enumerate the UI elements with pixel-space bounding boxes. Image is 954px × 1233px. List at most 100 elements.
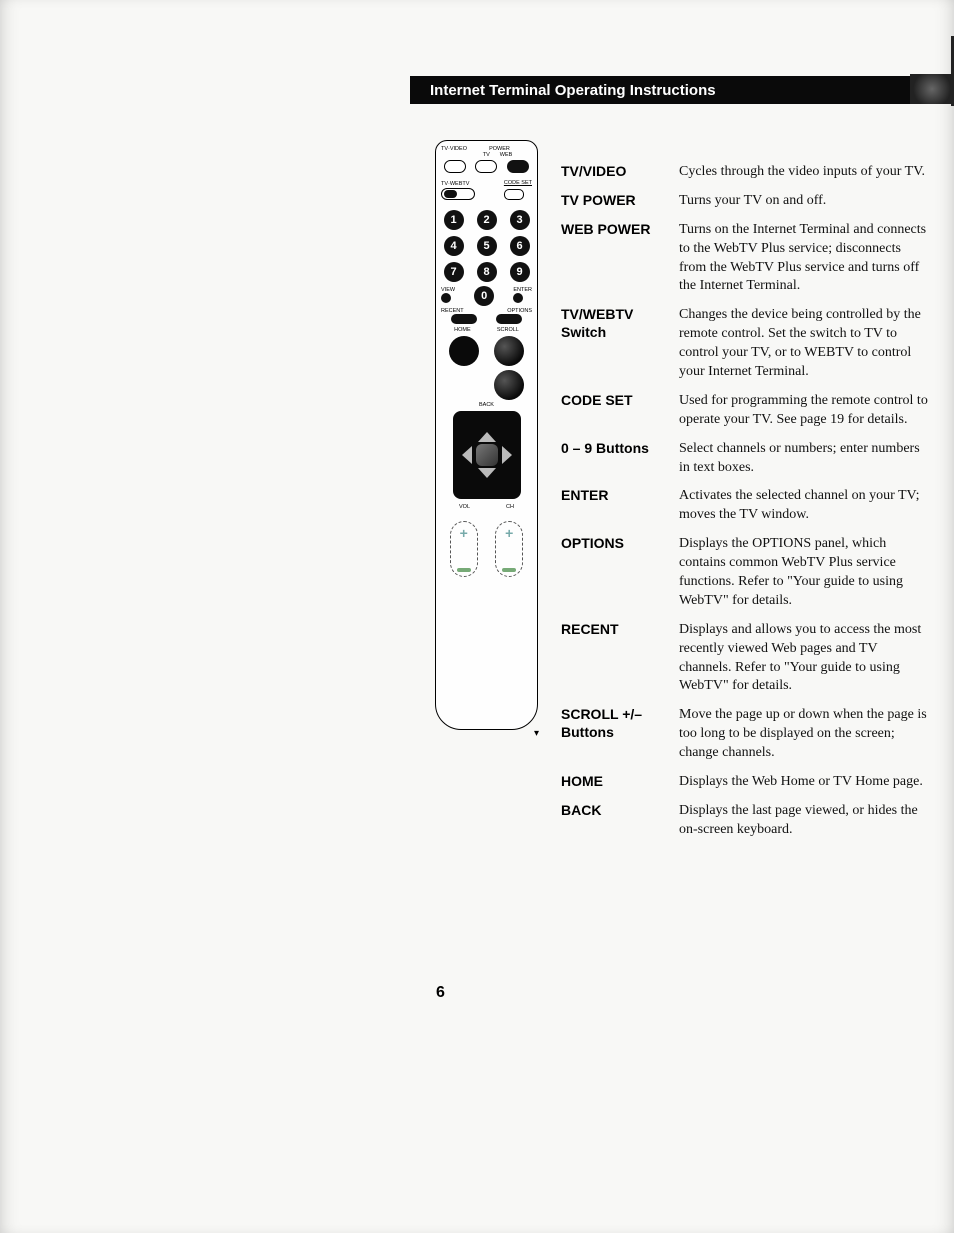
dpad-block [453, 411, 521, 499]
header-bar: Internet Terminal Operating Instructions [410, 76, 938, 104]
label-ch: CH [506, 505, 514, 511]
num-5: 5 [477, 236, 497, 256]
power-button-row [441, 160, 532, 173]
num-1: 1 [444, 210, 464, 230]
label-tv: TV [483, 153, 490, 159]
label-scroll: SCROLL [497, 328, 519, 334]
page-number: 6 [436, 984, 445, 1002]
label-tv-video: TV·VIDEO [441, 147, 467, 153]
label-enter: ENTER [513, 288, 532, 294]
view-button [441, 293, 451, 303]
ch-minus-icon [502, 568, 516, 572]
home-button [449, 336, 479, 366]
def-row: CODE SET Used for programming the remote… [561, 392, 931, 430]
label-back: BACK [441, 403, 532, 409]
dpad-center-button [476, 444, 498, 466]
def-label: TV/VIDEO [561, 163, 679, 181]
tv-video-button [444, 160, 466, 173]
code-set-button [504, 189, 524, 200]
def-label: SCROLL +/– Buttons [561, 706, 679, 741]
def-desc: Displays the last page viewed, or hides … [679, 802, 931, 840]
dpad-up-icon [478, 432, 496, 442]
def-row: HOME Displays the Web Home or TV Home pa… [561, 773, 931, 792]
def-row: SCROLL +/– Buttons Move the page up or d… [561, 706, 931, 763]
def-label: ENTER [561, 487, 679, 505]
def-row: WEB POWER Turns on the Internet Terminal… [561, 221, 931, 297]
label-code-set: CODE SET [504, 181, 532, 187]
web-power-button [507, 160, 529, 173]
def-label: RECENT [561, 621, 679, 639]
scroll-down-row [441, 370, 532, 400]
remote-bottom-mark: ▾ [534, 728, 539, 739]
def-label: BACK [561, 802, 679, 820]
home-scroll-labels: HOME SCROLL [441, 328, 532, 334]
def-label: TV POWER [561, 192, 679, 210]
label-view: VIEW [441, 288, 455, 294]
scroll-up-button [494, 336, 524, 366]
dpad-mid-row [462, 444, 512, 466]
num-8: 8 [477, 262, 497, 282]
vol-ch-labels: VOL CH [441, 505, 532, 511]
num-3: 3 [510, 210, 530, 230]
definitions-list: TV/VIDEO Cycles through the video inputs… [561, 163, 931, 850]
home-scroll-up-row [441, 336, 532, 366]
dpad-down-icon [478, 468, 496, 478]
ch-rocker: + [495, 521, 523, 577]
def-desc: Displays the Web Home or TV Home page. [679, 773, 923, 792]
label-web: WEB [500, 153, 513, 159]
recent-button [451, 314, 477, 324]
def-desc: Turns on the Internet Terminal and conne… [679, 221, 931, 297]
page: Internet Terminal Operating Instructions… [0, 0, 954, 1233]
tv-webtv-switch [441, 188, 475, 200]
num-9: 9 [510, 262, 530, 282]
num-2: 2 [477, 210, 497, 230]
header-decor-gradient [910, 74, 954, 104]
switch-row: TV·WEBTV CODE SET [441, 181, 532, 200]
dpad-left-icon [462, 446, 472, 464]
def-label: HOME [561, 773, 679, 791]
num-7: 7 [444, 262, 464, 282]
num-6: 6 [510, 236, 530, 256]
def-desc: Turns your TV on and off. [679, 192, 826, 211]
label-vol: VOL [459, 505, 470, 511]
def-row: OPTIONS Displays the OPTIONS panel, whic… [561, 535, 931, 611]
number-pad: 1 2 3 4 5 6 7 8 9 [441, 210, 532, 282]
def-label: 0 – 9 Buttons [561, 440, 679, 458]
def-desc: Displays the OPTIONS panel, which contai… [679, 535, 931, 611]
def-row: TV/VIDEO Cycles through the video inputs… [561, 163, 931, 182]
def-desc: Cycles through the video inputs of your … [679, 163, 925, 182]
view-zero-enter-row: VIEW 0 ENTER [441, 286, 532, 306]
num-0: 0 [474, 286, 494, 306]
label-tv-webtv: TV·WEBTV [441, 182, 475, 188]
def-row: TV POWER Turns your TV on and off. [561, 192, 931, 211]
remote-tv-web-labels: TV WEB [441, 153, 532, 159]
header-title: Internet Terminal Operating Instructions [430, 82, 716, 99]
def-row: TV/WEBTV Switch Changes the device being… [561, 306, 931, 382]
def-label: TV/WEBTV Switch [561, 306, 679, 341]
vol-plus-icon: + [460, 526, 468, 540]
def-row: 0 – 9 Buttons Select channels or numbers… [561, 440, 931, 478]
view-col: VIEW [441, 288, 455, 304]
def-label: CODE SET [561, 392, 679, 410]
def-desc: Activates the selected channel on your T… [679, 487, 931, 525]
scroll-down-button [494, 370, 524, 400]
def-desc: Changes the device being controlled by t… [679, 306, 931, 382]
enter-button [513, 293, 523, 303]
def-row: BACK Displays the last page viewed, or h… [561, 802, 931, 840]
def-row: RECENT Displays and allows you to access… [561, 621, 931, 697]
tv-power-button [475, 160, 497, 173]
def-desc: Move the page up or down when the page i… [679, 706, 931, 763]
remote-diagram: TV·VIDEO POWER TV WEB TV·WEBTV CODE SET … [435, 140, 538, 730]
def-desc: Used for programming the remote control … [679, 392, 931, 430]
label-home: HOME [454, 328, 471, 334]
codeset-block: CODE SET [504, 181, 532, 200]
def-label: WEB POWER [561, 221, 679, 239]
ch-plus-icon: + [505, 526, 513, 540]
vol-minus-icon [457, 568, 471, 572]
def-desc: Select channels or numbers; enter number… [679, 440, 931, 478]
def-desc: Displays and allows you to access the mo… [679, 621, 931, 697]
recent-options-buttons [441, 314, 532, 324]
def-row: ENTER Activates the selected channel on … [561, 487, 931, 525]
vol-rocker: + [450, 521, 478, 577]
vol-ch-row: + + [441, 521, 532, 577]
